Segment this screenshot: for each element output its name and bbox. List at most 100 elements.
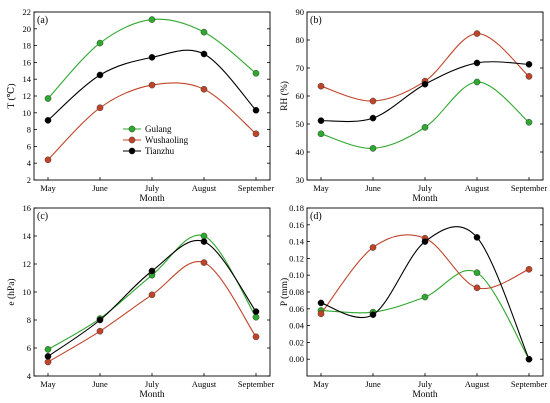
y-tick-label: 0.10 <box>289 270 304 280</box>
data-point-wushaoling <box>44 358 52 366</box>
data-point-wushaoling <box>96 104 104 112</box>
data-point-gulang <box>473 269 481 276</box>
x-tick-label: August <box>465 379 490 389</box>
y-tick-label: 2 <box>27 175 31 185</box>
y-tick-label: 22 <box>23 7 32 17</box>
data-point-wushaoling <box>525 73 533 80</box>
panel-b: 30 40 50 60 70 80 90 May June July August September… <box>279 7 547 204</box>
data-point-wushaoling <box>252 130 260 138</box>
data-point-tianzhu <box>44 353 52 360</box>
y-axis-label: RH (%) <box>279 81 290 111</box>
y-tick-label: 4 <box>27 371 32 381</box>
x-tick-label: September <box>511 379 548 389</box>
legend-label-gulang: Gulang <box>145 124 172 134</box>
legend-label-tianzhu: Tianzhu <box>145 146 175 156</box>
y-tick-label: 60 <box>296 91 305 101</box>
y-tick-label: 6 <box>27 141 31 151</box>
series-line-tianzhu <box>47 239 257 357</box>
y-tick-label: 18 <box>23 41 32 51</box>
data-point-gulang <box>369 145 377 152</box>
series-line-tianzhu <box>320 226 530 360</box>
legend-label-wushaoling: Wushaoling <box>145 135 189 145</box>
data-point-gulang <box>200 232 208 240</box>
x-axis-label: Month <box>412 390 438 400</box>
data-point-gulang <box>200 28 208 36</box>
x-axis-label: Month <box>139 390 165 400</box>
data-point-gulang <box>473 78 481 86</box>
x-tick-label: May <box>313 183 329 193</box>
data-point-wushaoling <box>473 284 481 292</box>
data-point-tianzhu <box>252 106 260 114</box>
x-tick-label: May <box>40 183 56 193</box>
data-point-tianzhu <box>369 114 377 122</box>
x-tick-label: September <box>511 183 548 193</box>
data-point-gulang <box>96 39 104 47</box>
data-point-wushaoling <box>317 82 325 90</box>
data-point-gulang <box>44 95 52 102</box>
data-point-tianzhu <box>148 54 156 61</box>
y-tick-label: 10 <box>23 287 32 297</box>
data-point-tianzhu <box>317 299 325 307</box>
x-tick-label: August <box>465 183 490 193</box>
y-tick-label: 12 <box>23 91 32 101</box>
y-tick-label: 16 <box>23 57 32 67</box>
data-point-tianzhu <box>200 238 208 245</box>
y-tick-label: 50 <box>296 119 305 129</box>
y-tick-label: 0.12 <box>289 253 304 263</box>
x-tick-label: July <box>145 183 160 193</box>
y-tick-label: 20 <box>23 24 32 34</box>
y-tick-label: 80 <box>296 35 305 45</box>
data-point-wushaoling <box>148 291 156 299</box>
x-tick-label: June <box>365 183 381 193</box>
y-tick-label: 10 <box>23 108 32 118</box>
plot-frame <box>306 11 544 181</box>
data-point-wushaoling <box>317 310 325 318</box>
data-point-tianzhu <box>525 61 533 68</box>
y-tick-label: 0.04 <box>289 321 305 331</box>
panel-label: (a) <box>37 15 48 26</box>
plot-frame <box>306 207 544 377</box>
y-tick-label: 30 <box>296 175 305 185</box>
y-tick-label: 14 <box>23 231 32 241</box>
y-tick-label: 12 <box>23 259 32 269</box>
x-tick-label: August <box>192 183 217 193</box>
data-point-tianzhu <box>252 308 260 315</box>
panel-c: 4 6 8 10 12 14 16 May June July August September Mon… <box>6 203 274 400</box>
series-line-wushaoling <box>320 33 530 102</box>
panel-d: 0.00 0.02 0.04 0.06 0.08 0.10 0.12 0.14 0.16 0.18… <box>279 203 547 400</box>
x-tick-label: May <box>313 379 329 389</box>
data-point-wushaoling <box>525 266 533 273</box>
series-line-wushaoling <box>47 260 257 363</box>
y-tick-label: 0.00 <box>289 354 304 364</box>
y-tick-label: 0.18 <box>289 203 304 213</box>
data-point-wushaoling <box>200 85 208 93</box>
data-point-wushaoling <box>369 244 377 251</box>
data-point-gulang <box>421 293 429 301</box>
data-point-tianzhu <box>96 316 104 324</box>
y-tick-label: 8 <box>27 315 31 325</box>
x-tick-label: July <box>418 379 433 389</box>
x-tick-label: September <box>238 379 275 389</box>
y-tick-label: 0.02 <box>289 337 304 347</box>
data-point-gulang <box>252 313 260 321</box>
panel-label: (b) <box>310 15 322 26</box>
data-point-tianzhu <box>317 117 325 124</box>
y-axis-label: e (hPa) <box>6 278 17 305</box>
x-tick-label: July <box>145 379 160 389</box>
legend-marker-tianzhu <box>128 147 136 155</box>
data-point-wushaoling <box>44 156 52 164</box>
x-tick-label: May <box>40 379 56 389</box>
data-point-wushaoling <box>96 327 104 335</box>
x-tick-label: September <box>238 183 275 193</box>
data-point-tianzhu <box>44 117 52 124</box>
data-point-wushaoling <box>252 333 260 341</box>
data-point-wushaoling <box>369 97 377 105</box>
series-line-gulang <box>320 270 530 360</box>
data-point-tianzhu <box>96 71 104 79</box>
data-point-wushaoling <box>148 81 156 89</box>
y-tick-label: 8 <box>27 125 31 135</box>
x-axis-label: Month <box>412 194 438 204</box>
data-point-gulang <box>148 16 156 23</box>
x-tick-label: August <box>192 379 217 389</box>
